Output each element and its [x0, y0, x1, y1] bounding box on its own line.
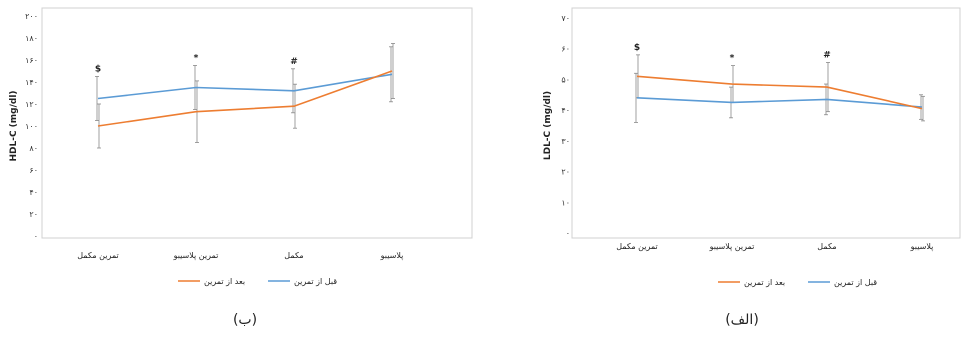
hdl-significance-mark: * — [194, 54, 199, 64]
ldl-category-label: پلاسیبو — [910, 242, 934, 251]
hdl-y-tick-label: ۲۰۰ — [25, 12, 38, 21]
ldl-category-label: تمرین مکمل — [616, 242, 658, 251]
ldl-y-tick-label: ۰ — [566, 229, 570, 238]
ldl-plot-frame — [571, 7, 961, 239]
ldl-chart-panel: ۰ ۱۰ ۲۰ ۳۰ ۴۰ ۵۰ ۶۰ ۷۰ LDL-C (mg/dl) تمرین مکمل تم… — [520, 0, 972, 300]
hdl-y-tick-label: ۶۰ — [29, 166, 38, 175]
hdl-significance-mark: # — [290, 57, 298, 67]
ldl-y-tick-label: ۷۰ — [561, 14, 570, 23]
ldl-chart: ۰ ۱۰ ۲۰ ۳۰ ۴۰ ۵۰ ۶۰ ۷۰ LDL-C (mg/dl) تمرین مکمل تم… — [543, 7, 961, 287]
ldl-significance-mark: $ — [634, 43, 640, 53]
hdl-y-tick-label: ۲۰ — [29, 210, 38, 219]
hdl-y-tick-label: ۱۰۰ — [25, 122, 38, 131]
caption-alef: (الف) — [725, 312, 759, 328]
hdl-y-tick-label: ۴۰ — [29, 188, 38, 197]
ldl-y-tick-label: ۱۰ — [561, 198, 570, 207]
hdl-category-label: مکمل — [284, 251, 303, 260]
ldl-y-tick-label: ۳۰ — [561, 137, 570, 146]
ldl-series-line-before — [636, 97, 923, 108]
hdl-legend-label-after: بعد از تمرین — [204, 277, 245, 286]
ldl-category-label: تمرین پلاسیبو — [709, 242, 755, 251]
ldl-y-tick-label: ۴۰ — [561, 106, 570, 115]
ldl-y-tick-label: ۶۰ — [561, 45, 570, 54]
hdl-series-line-after — [97, 70, 393, 127]
ldl-legend-label-before: قبل از تمرین — [834, 278, 877, 287]
hdl-category-label: تمرین پلاسیبو — [173, 251, 219, 260]
hdl-category-label: پلاسیبو — [380, 251, 404, 260]
ldl-y-axis-label: LDL-C (mg/dl) — [543, 91, 553, 160]
hdl-plot-frame — [41, 7, 473, 239]
hdl-category-label: تمرین مکمل — [77, 251, 119, 260]
ldl-y-tick-label: ۲۰ — [561, 168, 570, 177]
hdl-y-tick-label: ۰ — [34, 232, 38, 241]
ldl-y-tick-label: ۵۰ — [561, 75, 570, 84]
hdl-y-tick-label: ۱۲۰ — [25, 100, 38, 109]
ldl-series-line-after — [636, 75, 923, 110]
hdl-chart: ۰ ۲۰ ۴۰ ۶۰ ۸۰ ۱۰۰ ۱۲۰ ۱۴۰ ۱۶۰ ۱۸۰ ۲۰۰ HDL-C (mg/dl)… — [9, 7, 473, 286]
hdl-significance-mark: $ — [95, 65, 101, 75]
caption-b: (ب) — [232, 312, 258, 328]
ldl-significance-mark: * — [730, 54, 735, 64]
hdl-legend-label-before: قبل از تمرین — [294, 277, 337, 286]
hdl-series-line-before — [97, 73, 393, 100]
hdl-y-tick-label: ۱۸۰ — [25, 34, 38, 43]
ldl-category-label: مکمل — [817, 242, 836, 251]
ldl-significance-mark: # — [823, 51, 831, 61]
hdl-y-tick-label: ۸۰ — [29, 144, 38, 153]
ldl-legend-label-after: بعد از تمرین — [744, 278, 785, 287]
hdl-y-tick-label: ۱۶۰ — [25, 56, 38, 65]
hdl-y-tick-label: ۱۴۰ — [25, 78, 38, 87]
hdl-y-axis-label: HDL-C (mg/dl) — [9, 90, 19, 161]
hdl-chart-panel: ۰ ۲۰ ۴۰ ۶۰ ۸۰ ۱۰۰ ۱۲۰ ۱۴۰ ۱۶۰ ۱۸۰ ۲۰۰ HDL-C (mg/dl)… — [0, 0, 488, 300]
